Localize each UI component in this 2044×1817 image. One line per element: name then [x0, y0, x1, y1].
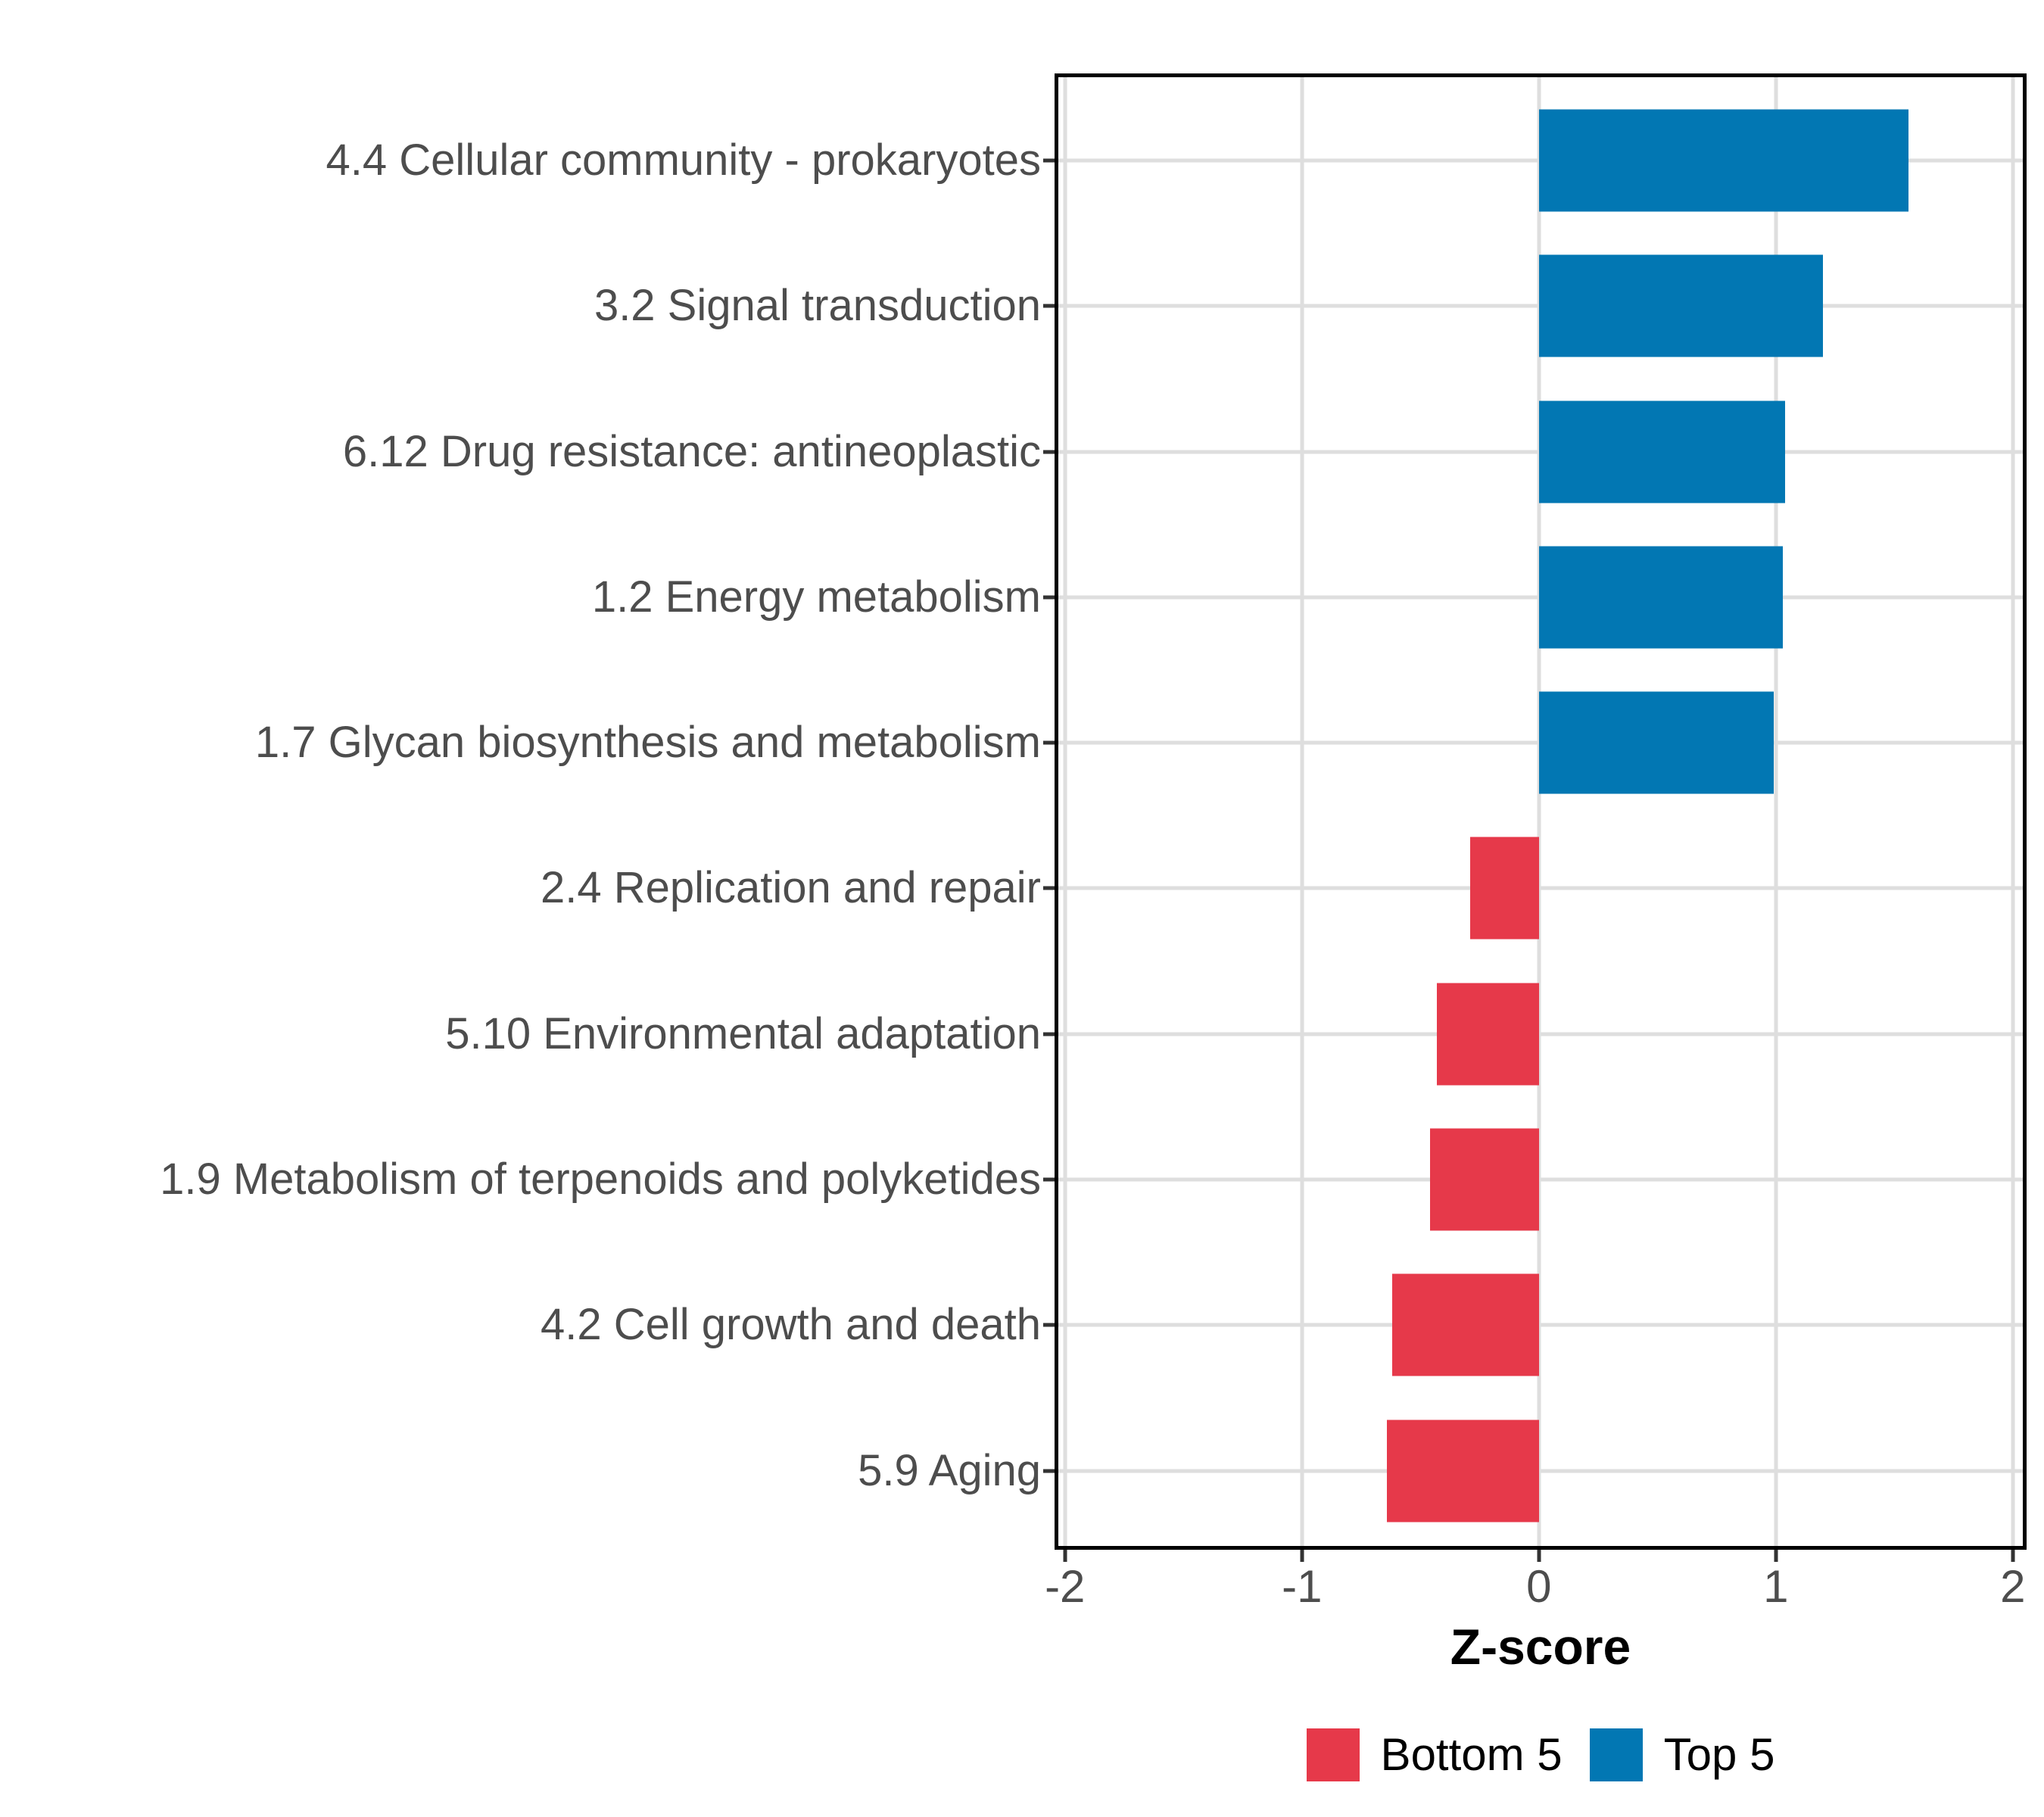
bar	[1391, 1273, 1539, 1376]
y-axis-ticks	[0, 77, 1055, 1546]
y-tick-mark	[1043, 740, 1055, 745]
y-tick-mark	[1043, 158, 1055, 163]
bar	[1429, 1128, 1539, 1231]
x-axis-tick-labels: -2 -1 0 1 2	[1045, 1561, 2026, 1617]
gridline-x-2	[2011, 77, 2015, 1546]
category-label: 4.4 Cellular community - prokaryotes	[326, 136, 1041, 185]
legend-item: Bottom 5	[1306, 1728, 1563, 1781]
y-axis-labels: 4.4 Cellular community - prokaryotes 3.2 …	[0, 77, 1041, 1546]
bar	[1538, 109, 1909, 212]
y-tick-mark	[1043, 595, 1055, 600]
category-label: 5.10 Environmental adaptation	[445, 1008, 1041, 1058]
y-tick-mark	[1043, 450, 1055, 454]
category-label: 4.2 Cell growth and death	[541, 1300, 1041, 1350]
legend: Bottom 5 Top 5	[1058, 1728, 2023, 1782]
legend-swatch	[1306, 1728, 1360, 1781]
x-tick-label: -1	[1282, 1561, 1323, 1612]
category-label: 5.9 Aging	[858, 1445, 1041, 1495]
y-tick-mark	[1043, 1323, 1055, 1327]
x-tick-mark	[1774, 1550, 1778, 1562]
legend-label: Bottom 5	[1380, 1729, 1563, 1780]
x-tick-label: 2	[2000, 1561, 2026, 1612]
bar	[1538, 400, 1786, 503]
gridline-x-0	[1537, 77, 1541, 1546]
x-tick-mark	[1537, 1550, 1541, 1562]
x-axis-title: Z-score	[1450, 1619, 1631, 1675]
category-label: 3.2 Signal transduction	[594, 281, 1041, 331]
legend-swatch	[1589, 1728, 1643, 1781]
plot-area	[1058, 77, 2023, 1546]
gridline-x--1	[1300, 77, 1304, 1546]
legend-item: Top 5	[1589, 1728, 1775, 1781]
category-label: 2.4 Replication and repair	[541, 863, 1041, 913]
bar	[1538, 254, 1824, 357]
y-tick-mark	[1043, 1032, 1055, 1036]
bar	[1387, 1420, 1539, 1522]
x-axis-ticks	[1058, 1550, 2023, 1562]
category-label: 1.2 Energy metabolism	[591, 572, 1041, 622]
y-tick-mark	[1043, 1177, 1055, 1182]
y-tick-mark	[1043, 304, 1055, 308]
plot-panel	[1055, 73, 2027, 1550]
category-label: 1.9 Metabolism of terpenoids and polyket…	[160, 1155, 1041, 1205]
category-label: 6.12 Drug resistance: antineoplastic	[342, 426, 1041, 476]
category-label: 1.7 Glycan biosynthesis and metabolism	[254, 718, 1041, 768]
bar	[1470, 837, 1539, 940]
legend-label: Top 5	[1663, 1729, 1775, 1780]
gridline-y-row8	[1058, 1177, 2023, 1182]
gridline-y-row7	[1058, 1032, 2023, 1036]
gridline-y-row10	[1058, 1469, 2023, 1473]
gridline-y-row9	[1058, 1323, 2023, 1327]
gridline-x-1	[1774, 77, 1778, 1546]
bar	[1538, 691, 1774, 794]
x-tick-label: -2	[1045, 1561, 1086, 1612]
bar	[1437, 983, 1539, 1086]
y-tick-mark	[1043, 1469, 1055, 1473]
x-tick-mark	[1300, 1550, 1304, 1562]
x-tick-mark	[1063, 1550, 1067, 1562]
gridline-y-row6	[1058, 886, 2023, 890]
x-tick-mark	[2011, 1550, 2015, 1562]
bar	[1538, 546, 1784, 649]
gridline-x--2	[1063, 77, 1067, 1546]
x-tick-label: 1	[1763, 1561, 1789, 1612]
x-tick-label: 0	[1526, 1561, 1552, 1612]
y-tick-mark	[1043, 886, 1055, 890]
